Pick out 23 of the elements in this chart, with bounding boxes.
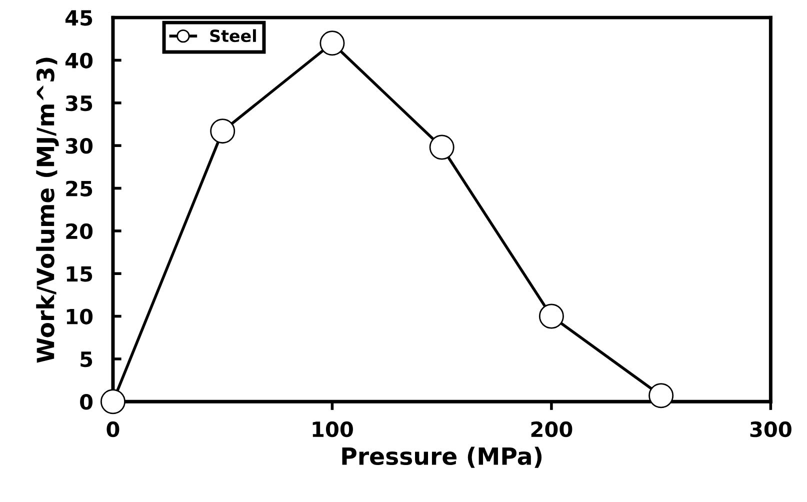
y-tick-label: 25 xyxy=(66,180,92,196)
x-tick-label: 300 xyxy=(750,421,792,438)
legend-label: Steel xyxy=(210,29,256,42)
x-axis-title: Pressure (MPa) xyxy=(342,446,542,468)
point xyxy=(538,304,564,329)
y-tick-label: 10 xyxy=(66,308,93,324)
point xyxy=(320,30,345,56)
point xyxy=(210,118,236,144)
point xyxy=(100,389,126,414)
y-tick-label: 0 xyxy=(80,394,93,410)
y-tick-label: 35 xyxy=(66,95,92,112)
y-axis-title: Work/Volume (MJ/m^3) xyxy=(36,58,59,363)
y-tick-label: 40 xyxy=(65,52,93,68)
y-tick-label: 20 xyxy=(66,223,93,240)
y-tick-label: 45 xyxy=(65,10,92,26)
x-tick-label: 200 xyxy=(531,421,572,438)
y-tick-label: 5 xyxy=(80,352,92,368)
point xyxy=(429,134,454,160)
y-tick-label: 30 xyxy=(66,138,93,154)
x-tick-label: 0 xyxy=(106,421,120,438)
point xyxy=(648,383,674,408)
y-tick-label: 15 xyxy=(66,266,92,282)
x-tick-label: 100 xyxy=(312,421,353,438)
